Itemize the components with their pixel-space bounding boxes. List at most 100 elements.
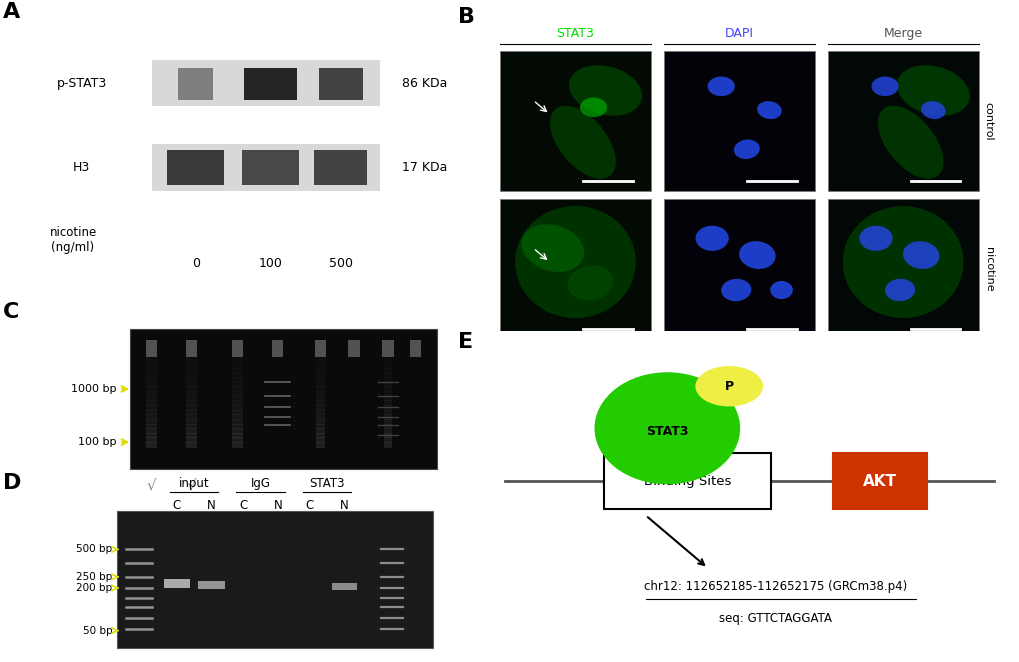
Bar <box>231 382 243 387</box>
Bar <box>146 391 157 397</box>
Text: A: A <box>3 1 20 22</box>
Ellipse shape <box>695 226 728 251</box>
Ellipse shape <box>515 206 635 318</box>
Bar <box>146 387 157 392</box>
Bar <box>167 150 224 185</box>
Bar <box>242 150 299 185</box>
Bar <box>231 391 243 397</box>
Bar <box>271 340 283 357</box>
Bar <box>185 414 197 420</box>
Bar <box>348 340 360 357</box>
Text: C: C <box>305 499 314 512</box>
Ellipse shape <box>896 66 969 116</box>
Bar <box>316 373 324 378</box>
Bar <box>146 368 157 373</box>
Bar <box>383 382 392 387</box>
Bar <box>827 199 977 339</box>
Bar <box>231 414 243 420</box>
Bar <box>185 391 197 397</box>
Bar <box>146 373 157 378</box>
Text: input: input <box>178 477 209 490</box>
Text: 1000 bp: 1000 bp <box>71 384 117 394</box>
Bar <box>231 396 243 401</box>
Bar <box>185 424 197 429</box>
Bar <box>231 424 243 429</box>
Bar <box>316 401 324 406</box>
Ellipse shape <box>707 77 734 96</box>
Bar <box>146 433 157 438</box>
Bar <box>316 405 324 410</box>
Bar <box>383 433 392 438</box>
Bar <box>316 433 324 438</box>
Bar <box>185 428 197 434</box>
Bar <box>146 401 157 406</box>
Text: C: C <box>238 499 247 512</box>
Text: N: N <box>273 499 282 512</box>
Bar <box>315 340 326 357</box>
Bar <box>146 419 157 424</box>
Bar <box>316 419 324 424</box>
Bar <box>231 363 243 369</box>
Text: 86 KDa: 86 KDa <box>401 77 447 89</box>
Bar <box>185 363 197 369</box>
Text: D: D <box>3 473 21 493</box>
Bar <box>383 442 392 448</box>
Text: chr12: 112652185-112652175 (GRCm38.p4): chr12: 112652185-112652175 (GRCm38.p4) <box>643 581 907 593</box>
Text: 100: 100 <box>258 258 282 270</box>
Text: C: C <box>3 302 19 322</box>
Bar <box>146 438 157 443</box>
Bar <box>231 433 243 438</box>
Ellipse shape <box>859 226 892 251</box>
Bar <box>185 410 197 415</box>
Ellipse shape <box>870 77 898 96</box>
Text: STAT3: STAT3 <box>556 27 594 40</box>
Bar <box>231 442 243 448</box>
Bar <box>146 359 157 364</box>
Bar <box>146 377 157 383</box>
Bar <box>185 401 197 406</box>
Text: Merge: Merge <box>882 27 922 40</box>
Bar <box>117 511 432 649</box>
Bar <box>231 387 243 392</box>
Bar <box>383 401 392 406</box>
Bar <box>185 438 197 443</box>
Bar <box>499 199 650 339</box>
Text: E: E <box>458 332 473 352</box>
Bar <box>146 363 157 369</box>
Bar <box>146 410 157 415</box>
Text: DAPI: DAPI <box>725 27 753 40</box>
Bar <box>185 387 197 392</box>
Bar <box>603 453 769 509</box>
Bar <box>231 368 243 373</box>
Bar <box>130 329 437 469</box>
Bar <box>316 438 324 443</box>
Text: 17 KDa: 17 KDa <box>401 161 447 174</box>
Bar <box>146 382 157 387</box>
Text: Binding Sites: Binding Sites <box>643 475 731 488</box>
Text: 250 bp: 250 bp <box>76 572 112 582</box>
Bar <box>152 60 380 107</box>
Bar <box>231 354 243 359</box>
Text: √: √ <box>147 477 156 492</box>
Text: 0: 0 <box>192 258 200 270</box>
Bar <box>382 340 393 357</box>
Bar <box>383 428 392 434</box>
Bar <box>383 405 392 410</box>
Bar <box>383 359 392 364</box>
Bar <box>383 410 392 415</box>
Ellipse shape <box>580 97 606 117</box>
Bar <box>331 583 357 591</box>
Bar <box>146 405 157 410</box>
Bar <box>185 368 197 373</box>
Bar <box>383 414 392 420</box>
Bar <box>164 579 190 588</box>
Text: nicotine: nicotine <box>982 247 993 291</box>
Bar <box>231 410 243 415</box>
Ellipse shape <box>902 241 938 269</box>
Bar <box>185 396 197 401</box>
Text: p-STAT3: p-STAT3 <box>57 77 107 89</box>
Ellipse shape <box>549 106 615 179</box>
Bar <box>185 433 197 438</box>
Bar <box>316 424 324 429</box>
Bar <box>146 442 157 448</box>
